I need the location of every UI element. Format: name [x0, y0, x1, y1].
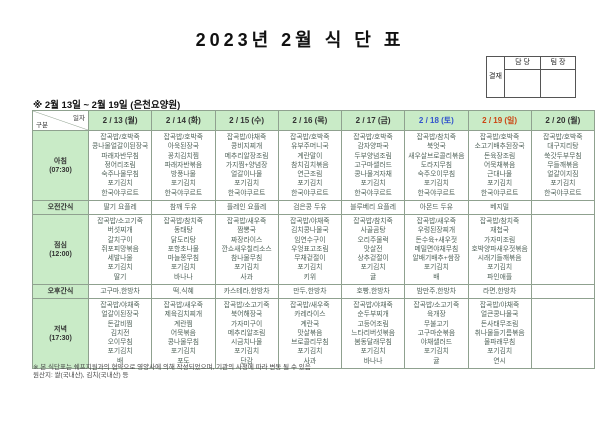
menu-cell — [530, 284, 596, 299]
menu-cell: 카스테라,한방차 — [214, 284, 279, 299]
menu-cell: 잡곡밥/소고기죽 북어해장국 가자미구이 메추리알조림 시금치나물 포기김치 단감 — [214, 298, 279, 369]
menu-cell — [530, 200, 596, 215]
menu-cell: 잡곡밥/호박죽 대구지리탕 쑥갓두부무침 무들깨볶음 얼갈이지짐 포기김치 한국야쿠르트 — [530, 130, 596, 201]
menu-cell: 잡곡밥/호박죽 아욱된장국 꽁치김치찜 파래자반볶음 방풍나물 포기김치 한국야쿠르트 — [151, 130, 216, 201]
menu-cell: 블루베리 요플레 — [340, 200, 406, 215]
day-header: 2 / 20 (월) — [530, 110, 596, 131]
menu-cell: 잡곡밥/호박죽 감자양파국 두부양념조림 고구마샐러드 콩나물겨자채 포기김치 한국야쿠르트 — [340, 130, 406, 201]
meal-row: 오전간식 딸기 요플레 참깨 두유 플레인 요플레 검은콩 두유 블루베리 요플레 아몬드 … — [32, 200, 596, 215]
meal-row-label: 점심 (12:00) — [32, 214, 89, 285]
menu-cell: 잡곡밥/호박죽 유부주머니국 계란말이 참치김치볶음 연근조림 포기김치 한국야쿠르트 — [277, 130, 343, 201]
day-header: 2 / 15 (수) — [214, 110, 279, 131]
menu-cell: 잡곡밥/참치죽 사골곰탕 오리주물럭 맛살전 상추겉절이 포기김치 귤 — [340, 214, 406, 285]
menu-cell: 잡곡밥/야채죽 김치콩나물국 임연수구이 우엉표고조림 무채겉절이 포기김치 키위 — [277, 214, 343, 285]
meal-row-label: 저녁 (17:30) — [32, 298, 89, 369]
menu-cell: 잡곡밥/참치죽 북엇국 새우살브로콜리볶음 도라지무침 숙주오이무침 포기김치 한국야쿠르트 — [404, 130, 469, 201]
menu-cell: 잡곡밥/야채죽 얼갈이된장국 돈갈비찜 김치전 오이무침 포기김치 배 — [87, 298, 153, 369]
week-range-subtitle: ※ 2월 13일 ~ 2월 19일 (은천요양원) — [33, 100, 181, 111]
menu-cell: 딸기 요플레 — [87, 200, 153, 215]
footnotes: ※ 본 식단표는 쉐프지원과의 협약으로 영양사에 의해 작성되었으며, 기관의… — [33, 364, 311, 380]
menu-cell: 떡,식혜 — [151, 284, 216, 299]
approval-col-timjang: 팀 장 — [540, 57, 575, 69]
approval-stamp-label: 결재 — [487, 57, 505, 97]
menu-cell: 참깨 두유 — [151, 200, 216, 215]
menu-cell: 잡곡밥/야채죽 콩비지찌개 메추리알장조림 가지찜+양념장 얼갈이나물 포기김치 한국야쿠르… — [214, 130, 279, 201]
approval-sign-cell — [540, 69, 575, 97]
corner-cell: 일자 구분 — [32, 110, 89, 131]
meal-row-label: 오전간식 — [32, 200, 89, 215]
menu-cell: 잡곡밥/새우죽 짬뽕국 짜장라이스 깐쇼새우칠리소스 참나물무침 포기김치 사과 — [214, 214, 279, 285]
footnote-line: 원산지: 쌀(국내산), 김치(국내산) 등 — [33, 372, 129, 379]
corner-label-category: 구분 — [36, 122, 48, 129]
menu-cell: 라면,한방차 — [467, 284, 532, 299]
menu-cell — [530, 298, 596, 369]
menu-cell: 호빵,한방차 — [340, 284, 406, 299]
menu-cell: 플레인 요플레 — [214, 200, 279, 215]
menu-cell: 잡곡밥/야채죽 얼큰콩나물국 돈사태무조림 취나물들기름볶음 물파래무침 포기김치 연시 — [467, 298, 532, 369]
menu-cell: 잡곡밥/호박죽 콩나물얼갈이된장국 파래자반무침 정어리조림 숙주나물무침 포기김치 한국야… — [87, 130, 153, 201]
menu-cell — [530, 214, 596, 285]
menu-cell: 잡곡밥/참치죽 재첩국 가자미조림 호박양파새우젓볶음 시래기들깨볶음 포기김치 파인애플 — [467, 214, 532, 285]
day-header: 2 / 16 (목) — [277, 110, 343, 131]
menu-cell: 잡곡밥/소고기죽 버섯찌개 갈치구이 쥐포피망볶음 세발나물 포기김치 딸기 — [87, 214, 153, 285]
table-header-row: 일자 구분 2 / 13 (월) 2 / 14 (화) 2 / 15 (수) 2 / … — [32, 110, 596, 131]
menu-cell: 잡곡밥/소고기죽 육개장 무불고기 고구마순볶음 야채샐러드 포기김치 귤 — [404, 298, 469, 369]
meal-row: 저녁 (17:30) 잡곡밥/야채죽 얼갈이된장국 돈갈비찜 김치전 오이무침 포기김치 배 잡곡… — [32, 298, 596, 369]
menu-cell: 고구마,한방차 — [87, 284, 153, 299]
meal-row: 점심 (12:00) 잡곡밥/소고기죽 버섯찌개 갈치구이 쥐포피망볶음 세발나물 포기김치 딸… — [32, 214, 596, 285]
menu-cell: 아몬드 두유 — [404, 200, 469, 215]
day-header: 2 / 18 (토) — [404, 110, 469, 131]
menu-cell: 잡곡밥/호박죽 소고기배추된장국 돈육장조림 어묵채볶음 근대나물 포기김치 한국야쿠르트 — [467, 130, 532, 201]
diagonal-divider — [33, 111, 88, 130]
menu-cell: 잡곡밥/새우죽 우렁된장찌개 돈수육+새우젓 메밀면야채무침 알배기배추+쌈장 포기김치 배 — [404, 214, 469, 285]
day-header: 2 / 19 (일) — [467, 110, 532, 131]
menu-cell: 잡곡밥/새우죽 카레라이스 계란국 맛살볶음 브로콜리무침 포기김치 사과 — [277, 298, 343, 369]
menu-cell: 잡곡밥/새우죽 제육김치찌개 계란찜 어묵볶음 콩나물무침 포기김치 포도 — [151, 298, 216, 369]
day-header: 2 / 13 (월) — [87, 110, 153, 131]
menu-cell: 밤만주,한방차 — [404, 284, 469, 299]
day-header: 2 / 17 (금) — [340, 110, 406, 131]
meal-row: 오후간식 고구마,한방차 떡,식혜 카스테라,한방차 만두,한방차 호빵,한방차 밤만주,한… — [32, 284, 596, 299]
approval-col-damdang: 담 당 — [515, 59, 530, 66]
menu-cell: 베지밀 — [467, 200, 532, 215]
meal-row-label: 아침 (07:30) — [32, 130, 89, 201]
menu-cell: 잡곡밥/참치죽 동태탕 닭도리탕 포항초나물 마늘쫑무침 포기김치 바나나 — [151, 214, 216, 285]
corner-label-date: 일자 — [73, 115, 85, 122]
menu-cell: 만두,한방차 — [277, 284, 343, 299]
menu-cell: 검은콩 두유 — [277, 200, 343, 215]
menu-cell: 잡곡밥/야채죽 순두부찌개 고등어조림 느타리버섯볶음 봄동달래무침 포기김치 바나나 — [340, 298, 406, 369]
approval-box: 결재 담 당 팀 장 — [486, 56, 576, 98]
meal-row-label: 오후간식 — [32, 284, 89, 299]
day-header: 2 / 14 (화) — [151, 110, 216, 131]
footnote-line: ※ 본 식단표는 쉐프지원과의 협약으로 영양사에 의해 작성되었으며, 기관의… — [33, 364, 311, 371]
meal-row: 아침 (07:30) 잡곡밥/호박죽 콩나물얼갈이된장국 파래자반무침 정어리조림 숙주나물… — [32, 130, 596, 201]
menu-table: 일자 구분 2 / 13 (월) 2 / 14 (화) 2 / 15 (수) 2 / … — [32, 110, 596, 369]
page-title: 2023년 2월 식 단 표 — [195, 30, 405, 50]
approval-sign-cell — [505, 69, 540, 97]
